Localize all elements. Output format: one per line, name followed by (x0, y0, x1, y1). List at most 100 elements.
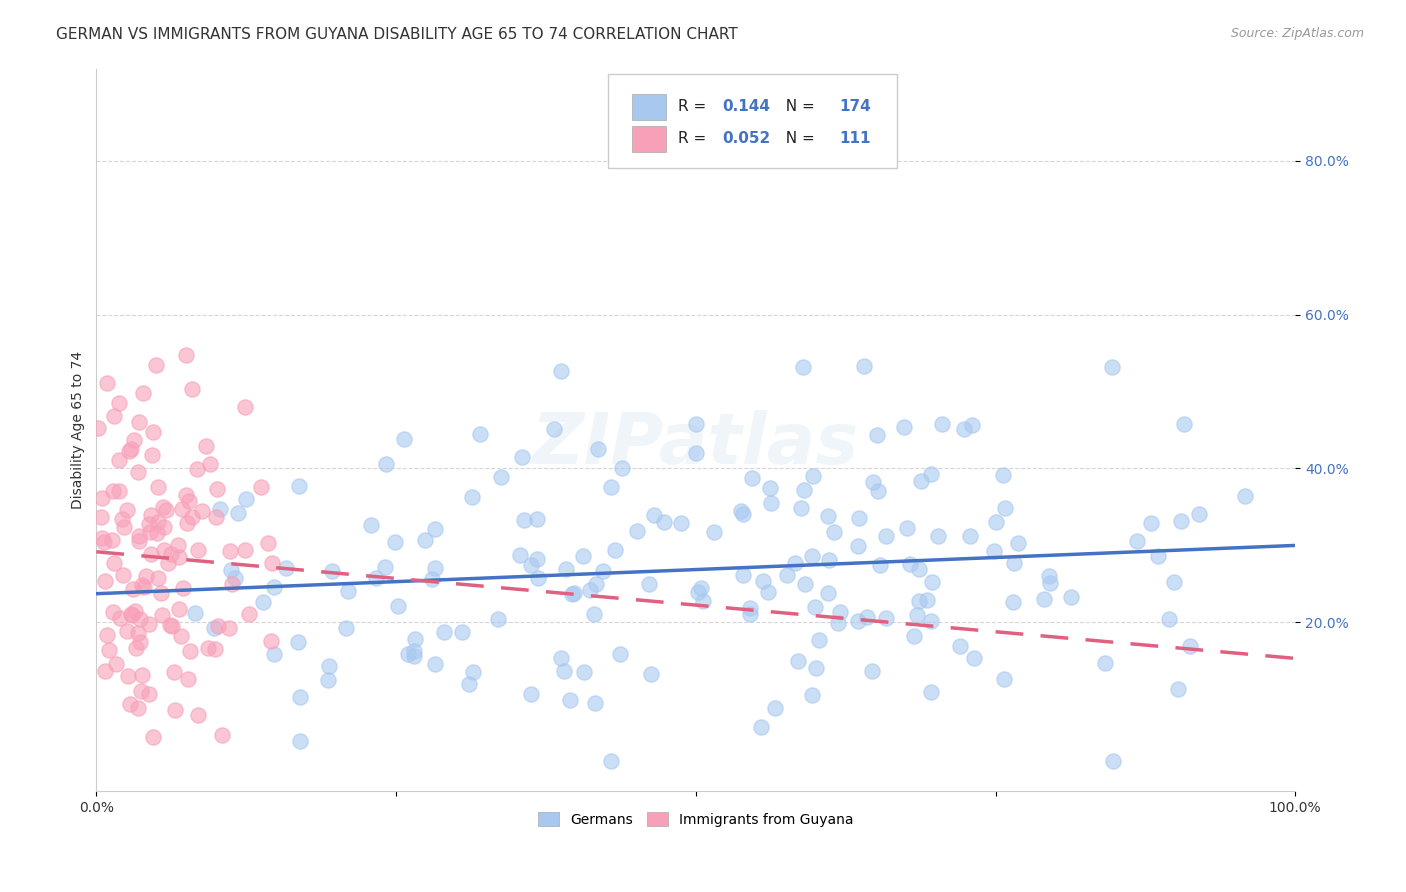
Point (115, 503, 138, 517)
Point (170, 629, 193, 643)
Point (287, 479, 309, 493)
Point (920, 467, 942, 482)
Point (145, 525, 167, 540)
Point (1004, 556, 1026, 570)
Point (527, 571, 550, 585)
Point (138, 616, 160, 631)
Point (413, 533, 436, 547)
Point (804, 661, 827, 675)
Point (425, 657, 447, 671)
Point (553, 665, 575, 679)
Point (138, 517, 160, 532)
Point (360, 517, 382, 532)
Point (404, 644, 426, 658)
Point (238, 607, 260, 621)
Text: ZIPatlas: ZIPatlas (531, 409, 859, 479)
Point (132, 386, 155, 401)
Point (90, 509, 112, 524)
Point (101, 483, 124, 498)
Point (983, 543, 1005, 558)
Point (138, 687, 160, 701)
Point (107, 483, 129, 498)
Point (931, 417, 953, 432)
Point (120, 607, 142, 621)
Point (186, 462, 208, 476)
Point (420, 572, 443, 586)
Point (804, 599, 827, 614)
Text: 0.052: 0.052 (723, 131, 770, 146)
Point (224, 571, 246, 585)
Legend: Germans, Immigrants from Guyana: Germans, Immigrants from Guyana (530, 804, 862, 835)
Point (138, 524, 160, 539)
Point (790, 501, 813, 516)
Text: R =: R = (678, 99, 711, 114)
Point (526, 551, 548, 566)
Point (866, 427, 889, 442)
Point (599, 754, 621, 768)
Point (145, 359, 167, 373)
Point (927, 528, 949, 542)
Point (176, 516, 198, 530)
Point (146, 480, 169, 494)
Point (875, 528, 897, 542)
Point (740, 601, 762, 615)
Point (425, 561, 447, 575)
Point (853, 359, 876, 374)
Point (177, 672, 200, 686)
Point (801, 549, 824, 564)
Point (135, 569, 157, 583)
Text: N =: N = (776, 99, 820, 114)
Point (204, 509, 226, 524)
Point (316, 673, 339, 687)
Point (112, 519, 135, 533)
Point (640, 667, 662, 681)
Point (425, 522, 447, 536)
Point (741, 471, 763, 485)
Point (1157, 612, 1180, 626)
Point (94, 664, 117, 678)
Point (703, 524, 725, 539)
Point (827, 616, 849, 631)
Point (491, 470, 513, 484)
Point (862, 475, 884, 489)
Point (486, 612, 509, 626)
Point (562, 585, 585, 599)
Point (759, 481, 782, 495)
Point (128, 533, 150, 548)
Point (579, 582, 602, 597)
Point (104, 657, 127, 671)
Point (139, 508, 162, 522)
Point (156, 557, 179, 571)
Point (952, 422, 974, 436)
Point (643, 508, 665, 522)
Point (583, 696, 606, 710)
Point (118, 443, 141, 458)
Point (1060, 590, 1083, 604)
Text: N =: N = (776, 131, 820, 146)
Point (219, 563, 242, 577)
Point (749, 720, 772, 734)
Point (180, 509, 202, 524)
Point (846, 615, 869, 629)
Point (115, 624, 138, 639)
Point (150, 607, 173, 622)
Point (172, 581, 194, 595)
Point (274, 561, 297, 575)
Point (120, 697, 142, 711)
Point (208, 501, 231, 516)
Point (96, 376, 118, 391)
Point (149, 586, 172, 600)
Point (759, 496, 782, 510)
Point (187, 543, 209, 558)
Point (846, 539, 869, 553)
Point (211, 728, 233, 742)
Point (458, 677, 481, 691)
Point (818, 552, 841, 566)
Point (823, 525, 845, 540)
Point (374, 560, 396, 574)
Point (915, 593, 938, 607)
Text: 0.144: 0.144 (723, 99, 770, 114)
Text: 174: 174 (839, 99, 872, 114)
Point (994, 501, 1017, 516)
Point (159, 618, 181, 632)
